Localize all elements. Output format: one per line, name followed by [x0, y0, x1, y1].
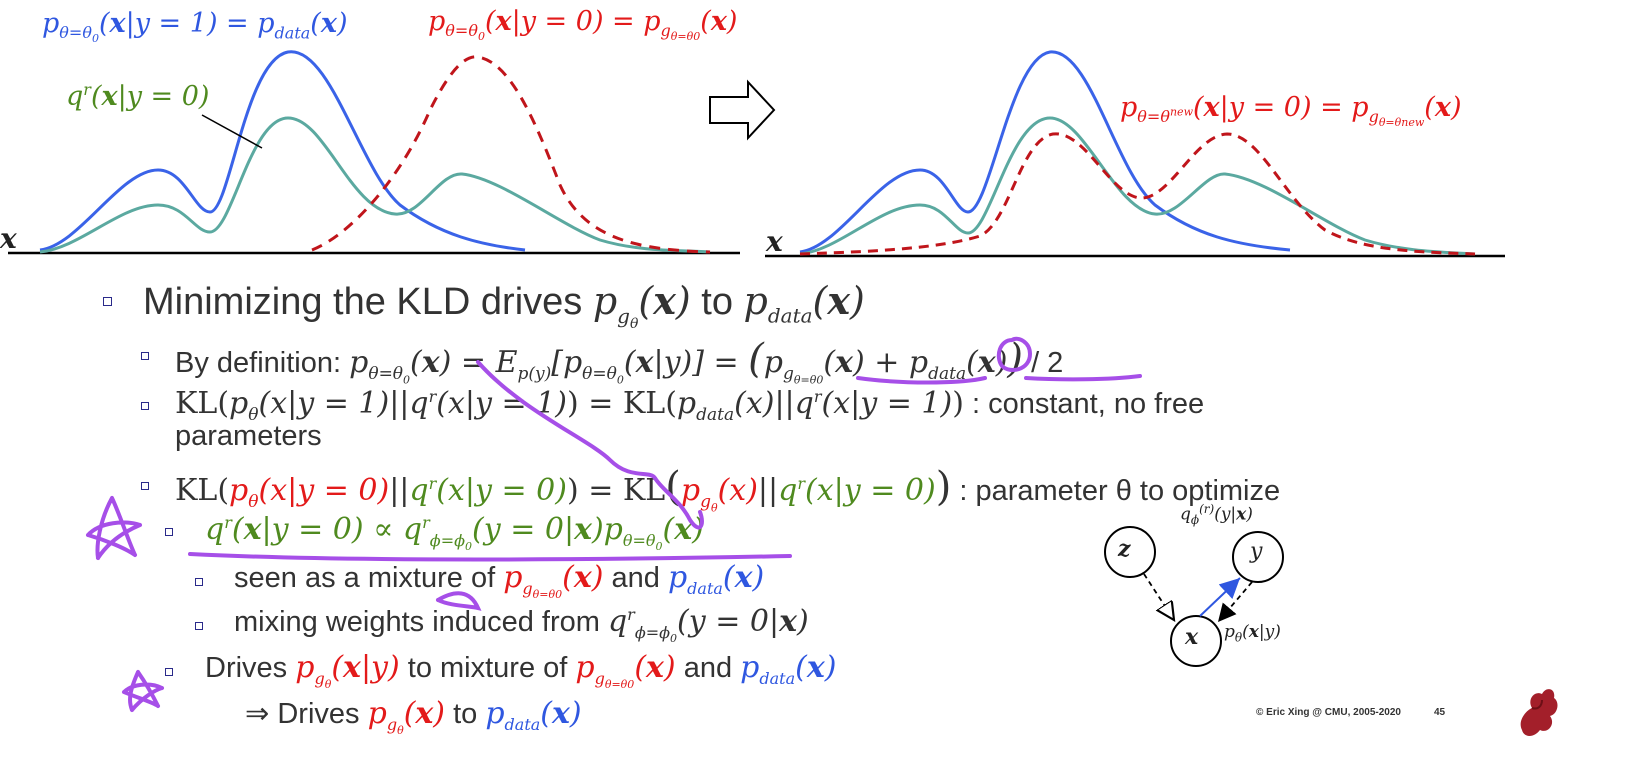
node-z-label: z: [1118, 536, 1131, 562]
label-pdata: pθ=θ0(x|y = 1) = pdata(x): [42, 8, 348, 46]
q-label-pointer: [201, 114, 263, 149]
right-pg-curve: [799, 132, 1476, 256]
kl-optimize-line: KL(pθ(x|y = 0)||qr(x|y = 0)) = KL(pgθ(x)…: [175, 464, 1281, 515]
bullet-2: [141, 402, 149, 410]
right-arrow-icon: [709, 79, 776, 141]
left-pg-curve: [311, 55, 711, 254]
right-axis-label: x: [766, 225, 783, 258]
node-x: [1170, 615, 1222, 667]
graphical-model: [1104, 526, 1284, 667]
edge-x-y: [1199, 577, 1241, 617]
bullet-3: [141, 482, 149, 490]
page-number: 45: [1434, 707, 1446, 718]
node-x-label: x: [1185, 624, 1199, 650]
weights-line: mixing weights induced from qrϕ=ϕ0(y = 0…: [234, 604, 809, 646]
right-q-curve: [799, 116, 1476, 256]
mixture-line: seen as a mixture of pgθ=θ0(x) and pdata…: [234, 560, 765, 602]
main-point: Minimizing the KLD drives pgθ(x) to pdat…: [143, 278, 865, 332]
kl-constant-line: KL(pθ(x|y = 1)||qr(x|y = 1)) = KL(pdata(…: [175, 386, 1205, 425]
q-proportional-line: qr(x|y = 0) ∝ qrϕ=ϕ0(y = 0|x)pθ=θ0(x): [205, 512, 704, 554]
label-q: qr(x|y = 0): [66, 80, 210, 112]
bullet-4a: [195, 578, 203, 586]
p-edge-label: pθ(x|y): [1224, 622, 1281, 645]
drives-mixture-line: Drives pgθ(x|y) to mixture of pgθ=θ0(x) …: [205, 650, 837, 692]
label-pg-new: pθ=θnew(x|y = 0) = pgθ=θnew(x): [1120, 92, 1462, 130]
copyright: © Eric Xing @ CMU, 2005-2020: [1256, 707, 1401, 718]
bullet-4: [165, 528, 173, 536]
drives-data-line: ⇒ Drives pgθ(x) to pdata(x): [245, 696, 582, 738]
left-axis-label: x: [0, 222, 17, 255]
node-z: [1104, 526, 1156, 578]
main-bullet: [103, 297, 112, 306]
left-q-curve: [39, 116, 711, 254]
edge-z-x: [1143, 573, 1174, 620]
label-pg: pθ=θ0(x|y = 0) = pgθ=θ0(x): [428, 6, 738, 44]
right-plot: [765, 50, 1505, 258]
definition-line: By definition: pθ=θ0(x) = Ep(y)[pθ=θ0(x|…: [175, 336, 1064, 387]
node-y: [1232, 531, 1284, 583]
left-plot: [8, 50, 740, 255]
dragon-logo-icon: [1520, 689, 1558, 736]
bullet-1: [141, 352, 149, 360]
left-pdata-curve: [39, 50, 526, 252]
kl-constant-cont: parameters: [175, 420, 322, 452]
bullet-4b: [195, 622, 203, 630]
node-y-label: y: [1250, 539, 1263, 564]
bullet-5: [165, 668, 173, 676]
q-edge-label: qϕ(r)(y|x): [1180, 502, 1253, 528]
